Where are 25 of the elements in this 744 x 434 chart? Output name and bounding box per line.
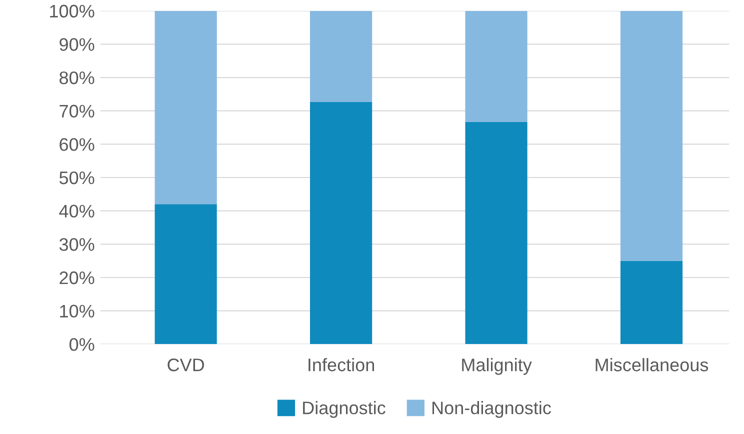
legend-label: Diagnostic <box>303 401 386 418</box>
y-tick-label: 90% <box>60 38 94 51</box>
bar <box>620 260 683 344</box>
legend-label: Non-diagnostic <box>432 401 551 418</box>
x-tick-label: Miscellaneous <box>596 358 708 372</box>
bar <box>154 204 217 344</box>
bar <box>465 10 528 122</box>
bar <box>465 122 528 344</box>
y-tick-label: 20% <box>60 271 94 284</box>
bar <box>310 10 372 102</box>
y-tick-label: 80% <box>60 71 94 84</box>
x-tick-label: Infection <box>308 358 374 372</box>
y-tick-label: 10% <box>60 304 94 318</box>
x-tick-label: Malignity <box>462 358 532 375</box>
y-tick-label: 30% <box>59 238 94 251</box>
bar <box>620 10 683 261</box>
y-tick-label: 100% <box>50 4 94 18</box>
y-tick-label: 0% <box>69 338 94 351</box>
y-tick-label: 70% <box>60 104 94 118</box>
x-tick-label: CVD <box>168 358 204 372</box>
y-tick-label: 40% <box>59 204 94 218</box>
bar <box>310 102 372 344</box>
y-tick-label: 50% <box>59 171 94 184</box>
bar <box>154 10 217 204</box>
y-tick-label: 60% <box>60 138 94 151</box>
